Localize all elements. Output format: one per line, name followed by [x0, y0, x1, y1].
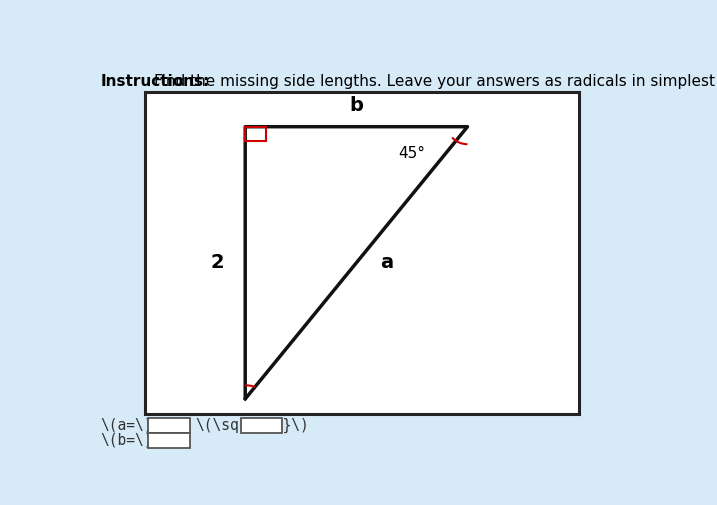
- Text: \(b=\): \(b=\): [100, 432, 153, 447]
- FancyBboxPatch shape: [148, 418, 189, 433]
- Text: Instructions:: Instructions:: [100, 74, 210, 89]
- Text: \(a=\): \(a=\): [100, 418, 153, 433]
- Text: 2: 2: [211, 254, 224, 272]
- Text: a: a: [380, 254, 394, 272]
- FancyBboxPatch shape: [148, 433, 189, 447]
- FancyBboxPatch shape: [145, 92, 579, 415]
- Text: \(\sqrt{\;}\): \(\sqrt{\;}\): [195, 418, 309, 433]
- Text: Find the missing side lengths. Leave your answers as radicals in simplest form.: Find the missing side lengths. Leave you…: [153, 74, 717, 89]
- FancyBboxPatch shape: [241, 418, 282, 433]
- Text: b: b: [349, 96, 364, 115]
- Text: 45°: 45°: [399, 146, 425, 162]
